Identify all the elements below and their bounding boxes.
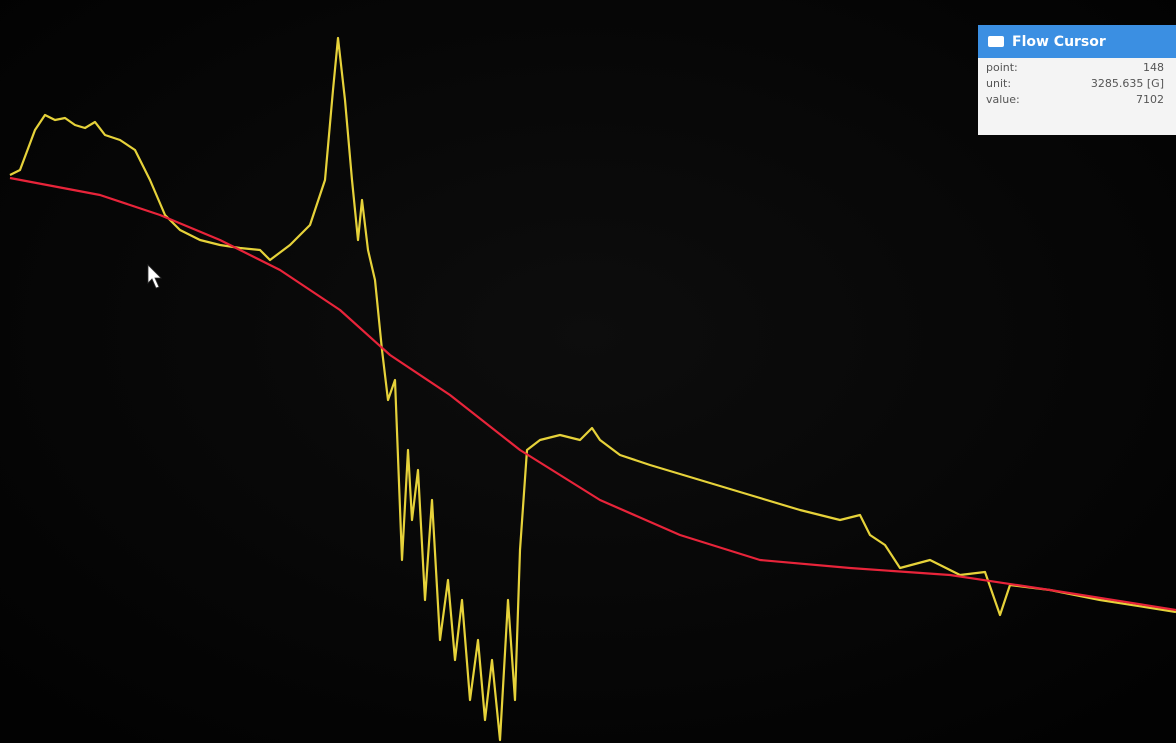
cursor-panel[interactable]: Flow Cursor point: 148 unit: 3285.635 [G] … <box>978 25 1176 135</box>
traces <box>9 36 1176 742</box>
row-label: unit: <box>986 77 1012 90</box>
row-value: 7102 <box>1136 93 1164 106</box>
panel-row: point: 148 <box>978 58 1176 74</box>
row-label: value: <box>986 93 1020 106</box>
mouse-pointer <box>147 264 162 289</box>
panel-header: Flow Cursor <box>978 25 1176 58</box>
row-label: point: <box>986 61 1018 74</box>
panel-icon <box>988 36 1004 47</box>
trace-line <box>9 176 1176 612</box>
panel-title: Flow Cursor <box>1012 33 1106 50</box>
panel-row: value: 7102 <box>978 90 1176 106</box>
panel-row: unit: 3285.635 [G] <box>978 74 1176 90</box>
trace-line <box>9 36 1176 742</box>
row-value: 3285.635 [G] <box>1090 77 1164 90</box>
row-value: 148 <box>1143 61 1164 74</box>
